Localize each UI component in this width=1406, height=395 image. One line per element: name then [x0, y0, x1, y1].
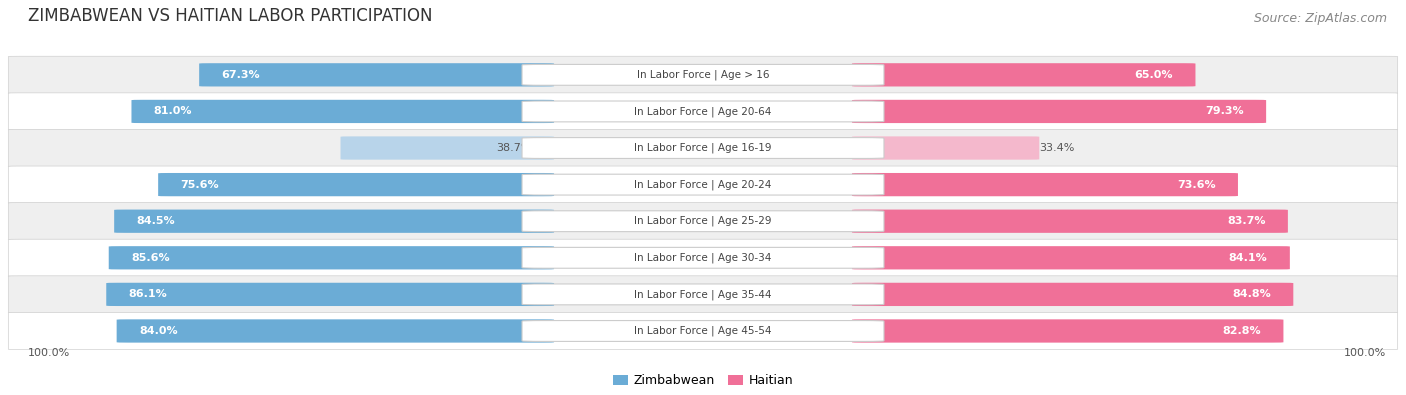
FancyBboxPatch shape [522, 211, 884, 231]
Text: In Labor Force | Age > 16: In Labor Force | Age > 16 [637, 70, 769, 80]
FancyBboxPatch shape [117, 319, 554, 342]
FancyBboxPatch shape [8, 203, 1398, 240]
FancyBboxPatch shape [852, 283, 1294, 306]
Text: 84.0%: 84.0% [139, 326, 177, 336]
Text: In Labor Force | Age 45-54: In Labor Force | Age 45-54 [634, 326, 772, 336]
FancyBboxPatch shape [852, 173, 1237, 196]
FancyBboxPatch shape [114, 210, 554, 233]
FancyBboxPatch shape [522, 137, 884, 158]
FancyBboxPatch shape [852, 319, 1284, 342]
FancyBboxPatch shape [108, 246, 554, 269]
Text: In Labor Force | Age 35-44: In Labor Force | Age 35-44 [634, 289, 772, 300]
Text: 82.8%: 82.8% [1223, 326, 1261, 336]
Text: 84.8%: 84.8% [1232, 290, 1271, 299]
FancyBboxPatch shape [8, 276, 1398, 313]
Text: In Labor Force | Age 20-64: In Labor Force | Age 20-64 [634, 106, 772, 117]
FancyBboxPatch shape [107, 283, 554, 306]
Text: 73.6%: 73.6% [1177, 180, 1216, 190]
Text: In Labor Force | Age 25-29: In Labor Force | Age 25-29 [634, 216, 772, 226]
Text: 100.0%: 100.0% [1344, 348, 1386, 358]
Text: Source: ZipAtlas.com: Source: ZipAtlas.com [1254, 13, 1386, 25]
FancyBboxPatch shape [132, 100, 554, 123]
FancyBboxPatch shape [852, 63, 1195, 87]
FancyBboxPatch shape [522, 284, 884, 305]
FancyBboxPatch shape [852, 100, 1267, 123]
Text: In Labor Force | Age 30-34: In Labor Force | Age 30-34 [634, 252, 772, 263]
FancyBboxPatch shape [157, 173, 554, 196]
FancyBboxPatch shape [522, 247, 884, 268]
FancyBboxPatch shape [852, 136, 1039, 160]
Text: 38.7%: 38.7% [496, 143, 531, 153]
FancyBboxPatch shape [8, 56, 1398, 94]
FancyBboxPatch shape [522, 321, 884, 341]
Text: ZIMBABWEAN VS HAITIAN LABOR PARTICIPATION: ZIMBABWEAN VS HAITIAN LABOR PARTICIPATIO… [28, 8, 432, 25]
Text: 81.0%: 81.0% [153, 106, 193, 117]
Text: 83.7%: 83.7% [1227, 216, 1265, 226]
Text: 86.1%: 86.1% [128, 290, 167, 299]
FancyBboxPatch shape [8, 312, 1398, 350]
Text: 75.6%: 75.6% [180, 180, 219, 190]
FancyBboxPatch shape [8, 93, 1398, 130]
Text: 85.6%: 85.6% [131, 253, 170, 263]
Text: 33.4%: 33.4% [1039, 143, 1074, 153]
Text: 67.3%: 67.3% [222, 70, 260, 80]
FancyBboxPatch shape [200, 63, 554, 87]
Text: 65.0%: 65.0% [1135, 70, 1173, 80]
FancyBboxPatch shape [8, 130, 1398, 167]
FancyBboxPatch shape [8, 166, 1398, 203]
FancyBboxPatch shape [522, 64, 884, 85]
FancyBboxPatch shape [8, 239, 1398, 276]
FancyBboxPatch shape [522, 101, 884, 122]
FancyBboxPatch shape [852, 246, 1289, 269]
FancyBboxPatch shape [852, 210, 1288, 233]
Text: 100.0%: 100.0% [28, 348, 70, 358]
Text: In Labor Force | Age 16-19: In Labor Force | Age 16-19 [634, 143, 772, 153]
Text: 84.1%: 84.1% [1229, 253, 1268, 263]
Text: In Labor Force | Age 20-24: In Labor Force | Age 20-24 [634, 179, 772, 190]
FancyBboxPatch shape [340, 136, 554, 160]
FancyBboxPatch shape [522, 174, 884, 195]
Text: 79.3%: 79.3% [1205, 106, 1244, 117]
Legend: Zimbabwean, Haitian: Zimbabwean, Haitian [607, 369, 799, 392]
Text: 84.5%: 84.5% [136, 216, 176, 226]
